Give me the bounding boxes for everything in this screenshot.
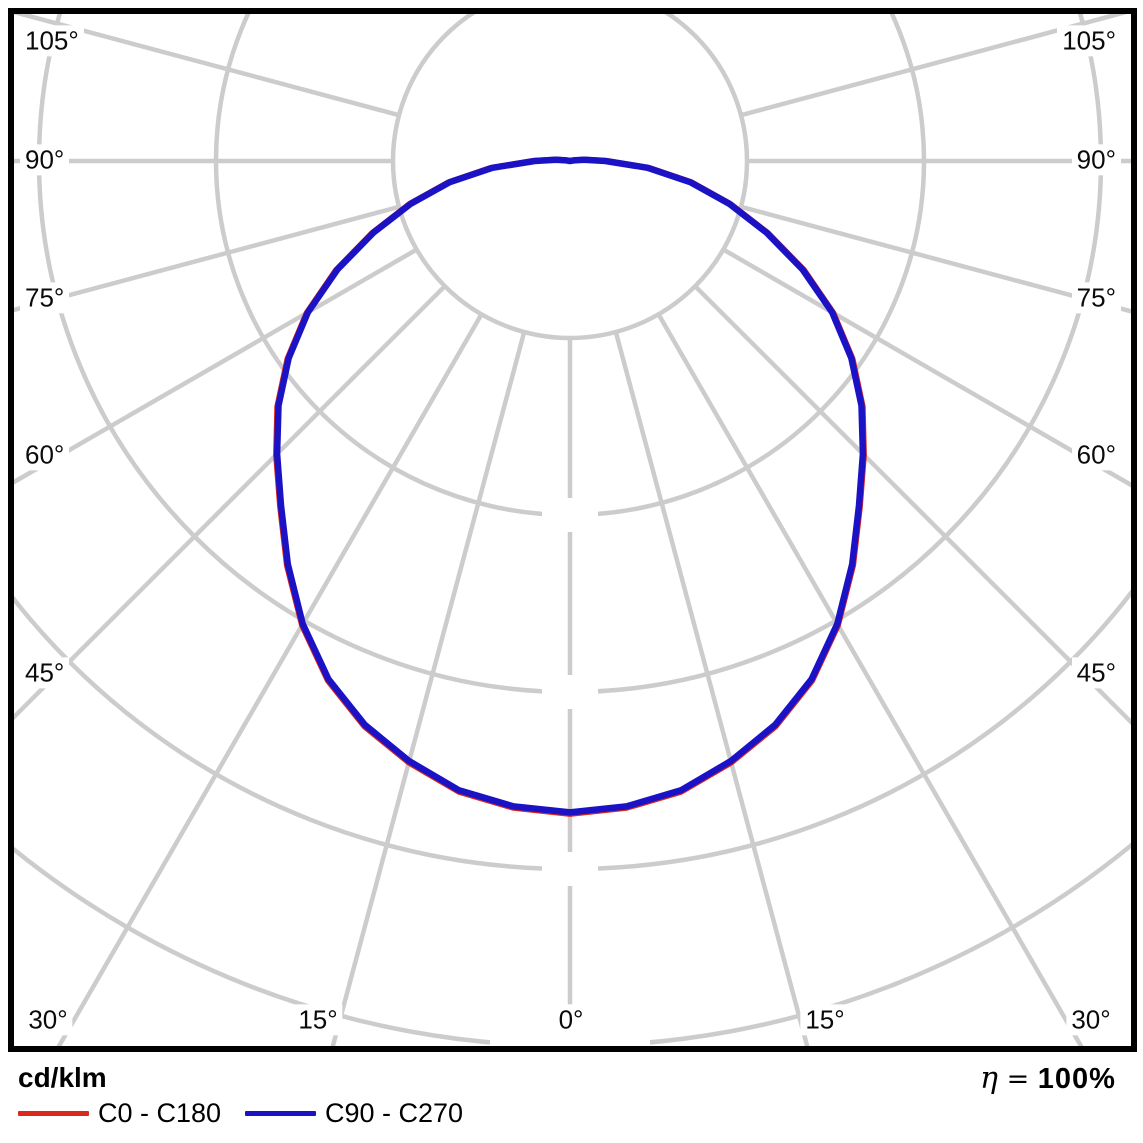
gamma-label-right: 75°	[1071, 282, 1121, 314]
gamma-label-right: 45°	[1071, 657, 1121, 689]
grid-gap-mask	[542, 852, 598, 886]
gamma-label-left: 60°	[20, 439, 70, 471]
gamma-label-left: 75°	[20, 282, 70, 314]
gamma-label-left: 90°	[20, 144, 70, 176]
radial-line	[14, 284, 447, 721]
units-label: cd/klm	[18, 1062, 107, 1093]
efficiency-readout: η = 100%	[980, 1061, 1116, 1096]
gamma-label-bottom: 15°	[800, 1004, 850, 1036]
radial-line	[613, 331, 810, 1046]
radial-line	[722, 247, 1131, 488]
legend-label-c90-c270: C90 - C270	[325, 1098, 464, 1128]
gamma-label-right: 90°	[1071, 144, 1121, 176]
eta-symbol: η	[980, 1061, 998, 1096]
grid-gap-mask	[490, 1026, 650, 1046]
radial-line	[693, 284, 1131, 726]
curve-c90-c270	[273, 156, 867, 816]
radial-line	[14, 204, 400, 313]
legend-item-c90-c270: C90 - C270	[245, 1098, 463, 1129]
polar-ring	[14, 588, 1131, 872]
radial-line	[740, 14, 1128, 118]
radial-line	[14, 247, 418, 485]
polar-chart-frame: 105° 105° 90° 90° 75° 75° 60° 60° 45° 45° 30° 15° 0°…	[8, 8, 1137, 1052]
radial-line	[656, 313, 1084, 1046]
gamma-label-bottom: 30°	[1066, 1004, 1116, 1036]
c0-c180-line-swatch	[18, 1111, 89, 1116]
grid-gap-mask	[542, 498, 598, 532]
gamma-label-left: 105°	[20, 25, 84, 57]
polar-grid-and-curves	[14, 14, 1131, 1046]
polar-ring	[390, 14, 750, 341]
eta-value: 100%	[1037, 1063, 1116, 1095]
legend-label-c0-c180: C0 - C180	[98, 1098, 222, 1128]
radial-line	[330, 331, 527, 1046]
gamma-label-left: 45°	[20, 657, 70, 689]
gamma-label-right: 60°	[1071, 439, 1121, 471]
legend-item-c0-c180: C0 - C180	[18, 1098, 221, 1129]
gamma-label-bottom: 0°	[553, 1004, 589, 1036]
eta-equals: =	[997, 1064, 1038, 1095]
gamma-label-bottom: 30°	[23, 1004, 73, 1036]
radial-line	[740, 204, 1131, 314]
c90-c270-line-swatch	[245, 1111, 316, 1116]
grid-gap-mask	[542, 675, 598, 709]
gamma-label-bottom: 15°	[293, 1004, 343, 1036]
radial-line	[56, 313, 484, 1046]
radial-line	[14, 14, 400, 118]
gamma-label-right: 105°	[1057, 25, 1121, 57]
